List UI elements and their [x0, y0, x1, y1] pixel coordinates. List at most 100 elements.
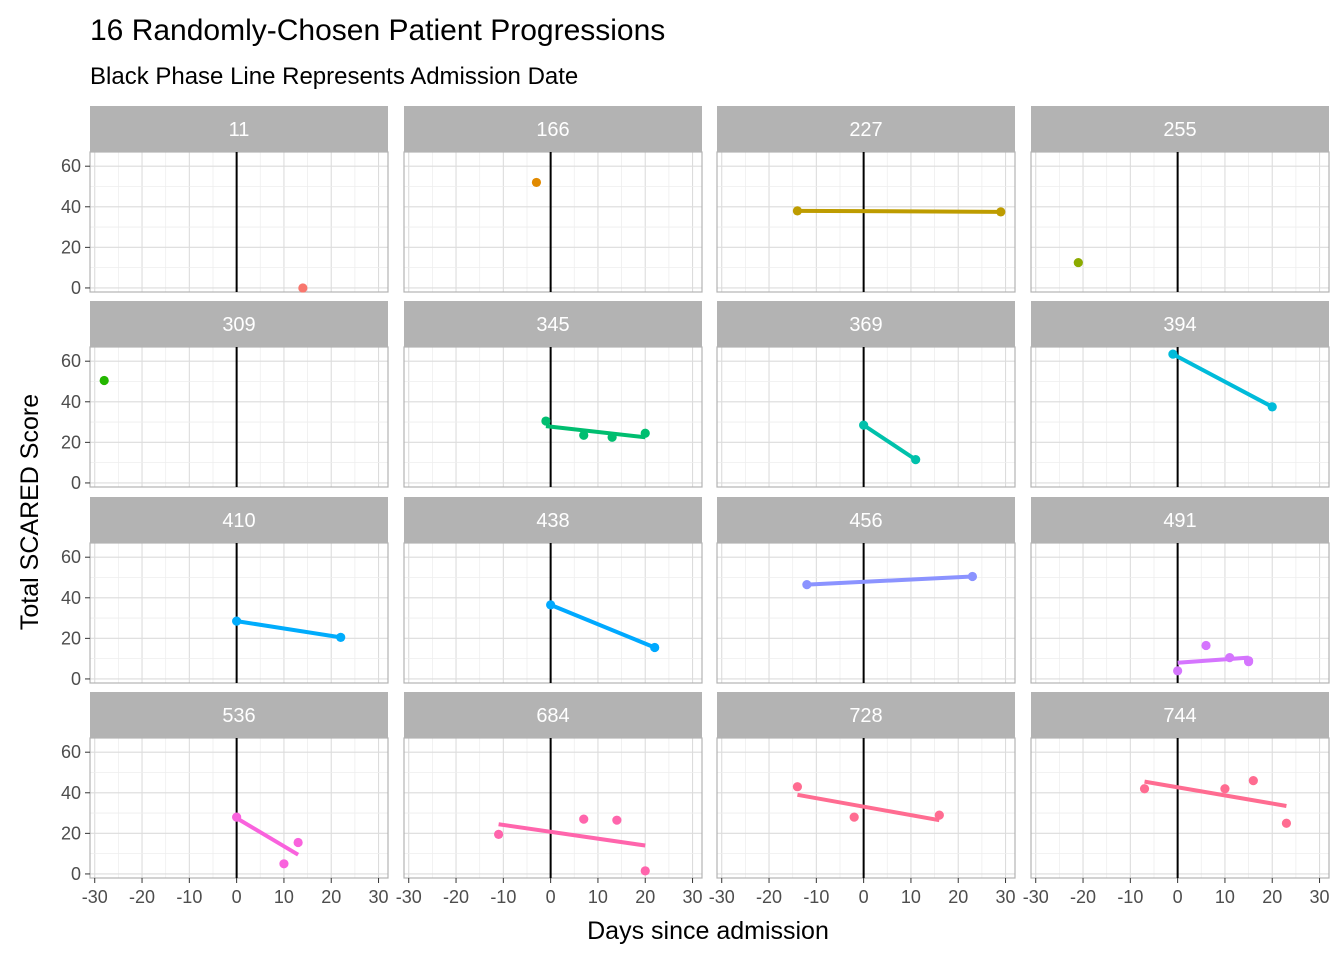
panel-border — [403, 151, 703, 293]
x-tick-label: 10 — [901, 887, 921, 907]
trend-line — [1144, 779, 1287, 808]
facet-panel: 255 — [1030, 106, 1330, 293]
data-point — [934, 810, 944, 820]
x-tick-label: 10 — [588, 887, 608, 907]
panel-border — [716, 151, 1016, 293]
facet-label: 369 — [849, 314, 882, 336]
panel-border — [89, 737, 389, 879]
data-point — [1243, 656, 1254, 666]
y-tick-label: 40 — [61, 783, 81, 803]
panel-border — [403, 737, 703, 879]
facet-panel: 438 — [403, 497, 703, 684]
facet-panel: 309 0 20 40 60 — [61, 301, 389, 493]
trend-line — [862, 423, 917, 462]
facet-label: 410 — [222, 510, 255, 532]
data-point — [607, 432, 617, 442]
x-tick-label: 30 — [683, 887, 703, 907]
data-point — [640, 428, 650, 438]
data-point — [849, 812, 859, 822]
trend-line — [797, 792, 940, 823]
y-tick-label: 60 — [61, 351, 81, 371]
data-point — [640, 866, 650, 876]
y-tick-label: 20 — [61, 237, 81, 257]
facet-strip — [717, 692, 1015, 738]
facet-label: 255 — [1163, 119, 1196, 141]
x-tick-label: -20 — [756, 887, 782, 907]
data-point — [541, 416, 551, 426]
data-point — [1139, 784, 1150, 794]
x-tick-label: 20 — [635, 887, 655, 907]
facet-panel: 11 0 20 40 60 — [61, 106, 389, 298]
y-tick-label: 0 — [71, 864, 81, 884]
panel-border — [716, 346, 1016, 488]
facet-label: 227 — [849, 119, 882, 141]
x-axis-title: Days since admission — [587, 917, 829, 945]
facet-panel: 728 -30 -20 -10 0 10 20 30 — [709, 692, 1016, 907]
trend-line — [806, 574, 973, 587]
panel-border — [403, 346, 703, 488]
x-tick-label: 0 — [1173, 887, 1183, 907]
y-tick-label: 40 — [61, 392, 81, 412]
x-tick-label: 10 — [274, 887, 294, 907]
data-point — [293, 837, 303, 848]
y-tick-label: 40 — [61, 197, 81, 217]
data-point — [967, 571, 978, 582]
chart-title: 16 Randomly-Chosen Patient Progressions — [90, 14, 665, 47]
facet-panel: 410 0 20 40 60 — [61, 497, 389, 689]
facet-panel: 744 -30 -20 -10 0 10 20 30 — [1023, 692, 1330, 907]
x-tick-label: 0 — [232, 887, 242, 907]
trend-line — [797, 208, 1001, 214]
chart-subtitle: Black Phase Line Represents Admission Da… — [90, 63, 578, 90]
data-point — [1281, 818, 1292, 828]
data-point — [232, 616, 242, 626]
facet-label: 536 — [222, 705, 255, 727]
data-point — [996, 207, 1006, 217]
x-tick-label: 0 — [546, 887, 556, 907]
facet-strip — [90, 301, 388, 347]
panel-border — [716, 542, 1016, 684]
facet-label: 438 — [536, 510, 569, 532]
facet-label: 728 — [849, 705, 882, 727]
facet-label: 491 — [1163, 510, 1196, 532]
panel-border — [1030, 542, 1330, 684]
y-tick-label: 60 — [61, 547, 81, 567]
data-point — [612, 815, 622, 825]
trend-line — [498, 822, 646, 848]
data-point — [1248, 776, 1258, 786]
data-point — [792, 782, 803, 792]
facet-panel: 345 — [403, 301, 703, 488]
facet-label: 684 — [536, 705, 569, 727]
facet-strip — [90, 497, 388, 543]
facet-label: 394 — [1163, 314, 1196, 336]
y-tick-label: 20 — [61, 823, 81, 843]
data-point — [1173, 666, 1183, 676]
panel-border — [716, 737, 1016, 879]
facet-strip — [404, 497, 702, 543]
x-tick-label: 30 — [369, 887, 389, 907]
panel-border — [1030, 737, 1330, 879]
data-point — [802, 579, 812, 590]
facet-label: 345 — [536, 314, 569, 336]
data-point — [579, 430, 589, 440]
trend-line — [235, 816, 300, 857]
data-point — [792, 206, 803, 216]
x-tick-label: -20 — [1070, 887, 1096, 907]
facet-panel: 684 -30 -20 -10 0 10 20 30 — [396, 692, 703, 907]
y-tick-label: 0 — [71, 278, 81, 298]
facet-strip — [90, 106, 388, 152]
data-point — [494, 829, 504, 839]
y-tick-label: 20 — [61, 432, 81, 452]
x-tick-label: -10 — [803, 887, 829, 907]
y-axis-title: Total SCARED Score — [16, 394, 44, 630]
facet-label: 166 — [536, 119, 569, 141]
facet-panels: 11 0 20 40 60 166 227 255 309 0 20 40 60 345 369 394 410… — [61, 106, 1330, 907]
data-point — [99, 375, 109, 386]
facet-panel: 369 — [716, 301, 1016, 488]
facet-strip — [1031, 106, 1329, 152]
data-point — [298, 283, 308, 293]
data-point — [650, 642, 660, 653]
x-tick-label: -30 — [82, 887, 108, 907]
panel-border — [403, 542, 703, 684]
y-tick-label: 20 — [61, 628, 81, 648]
